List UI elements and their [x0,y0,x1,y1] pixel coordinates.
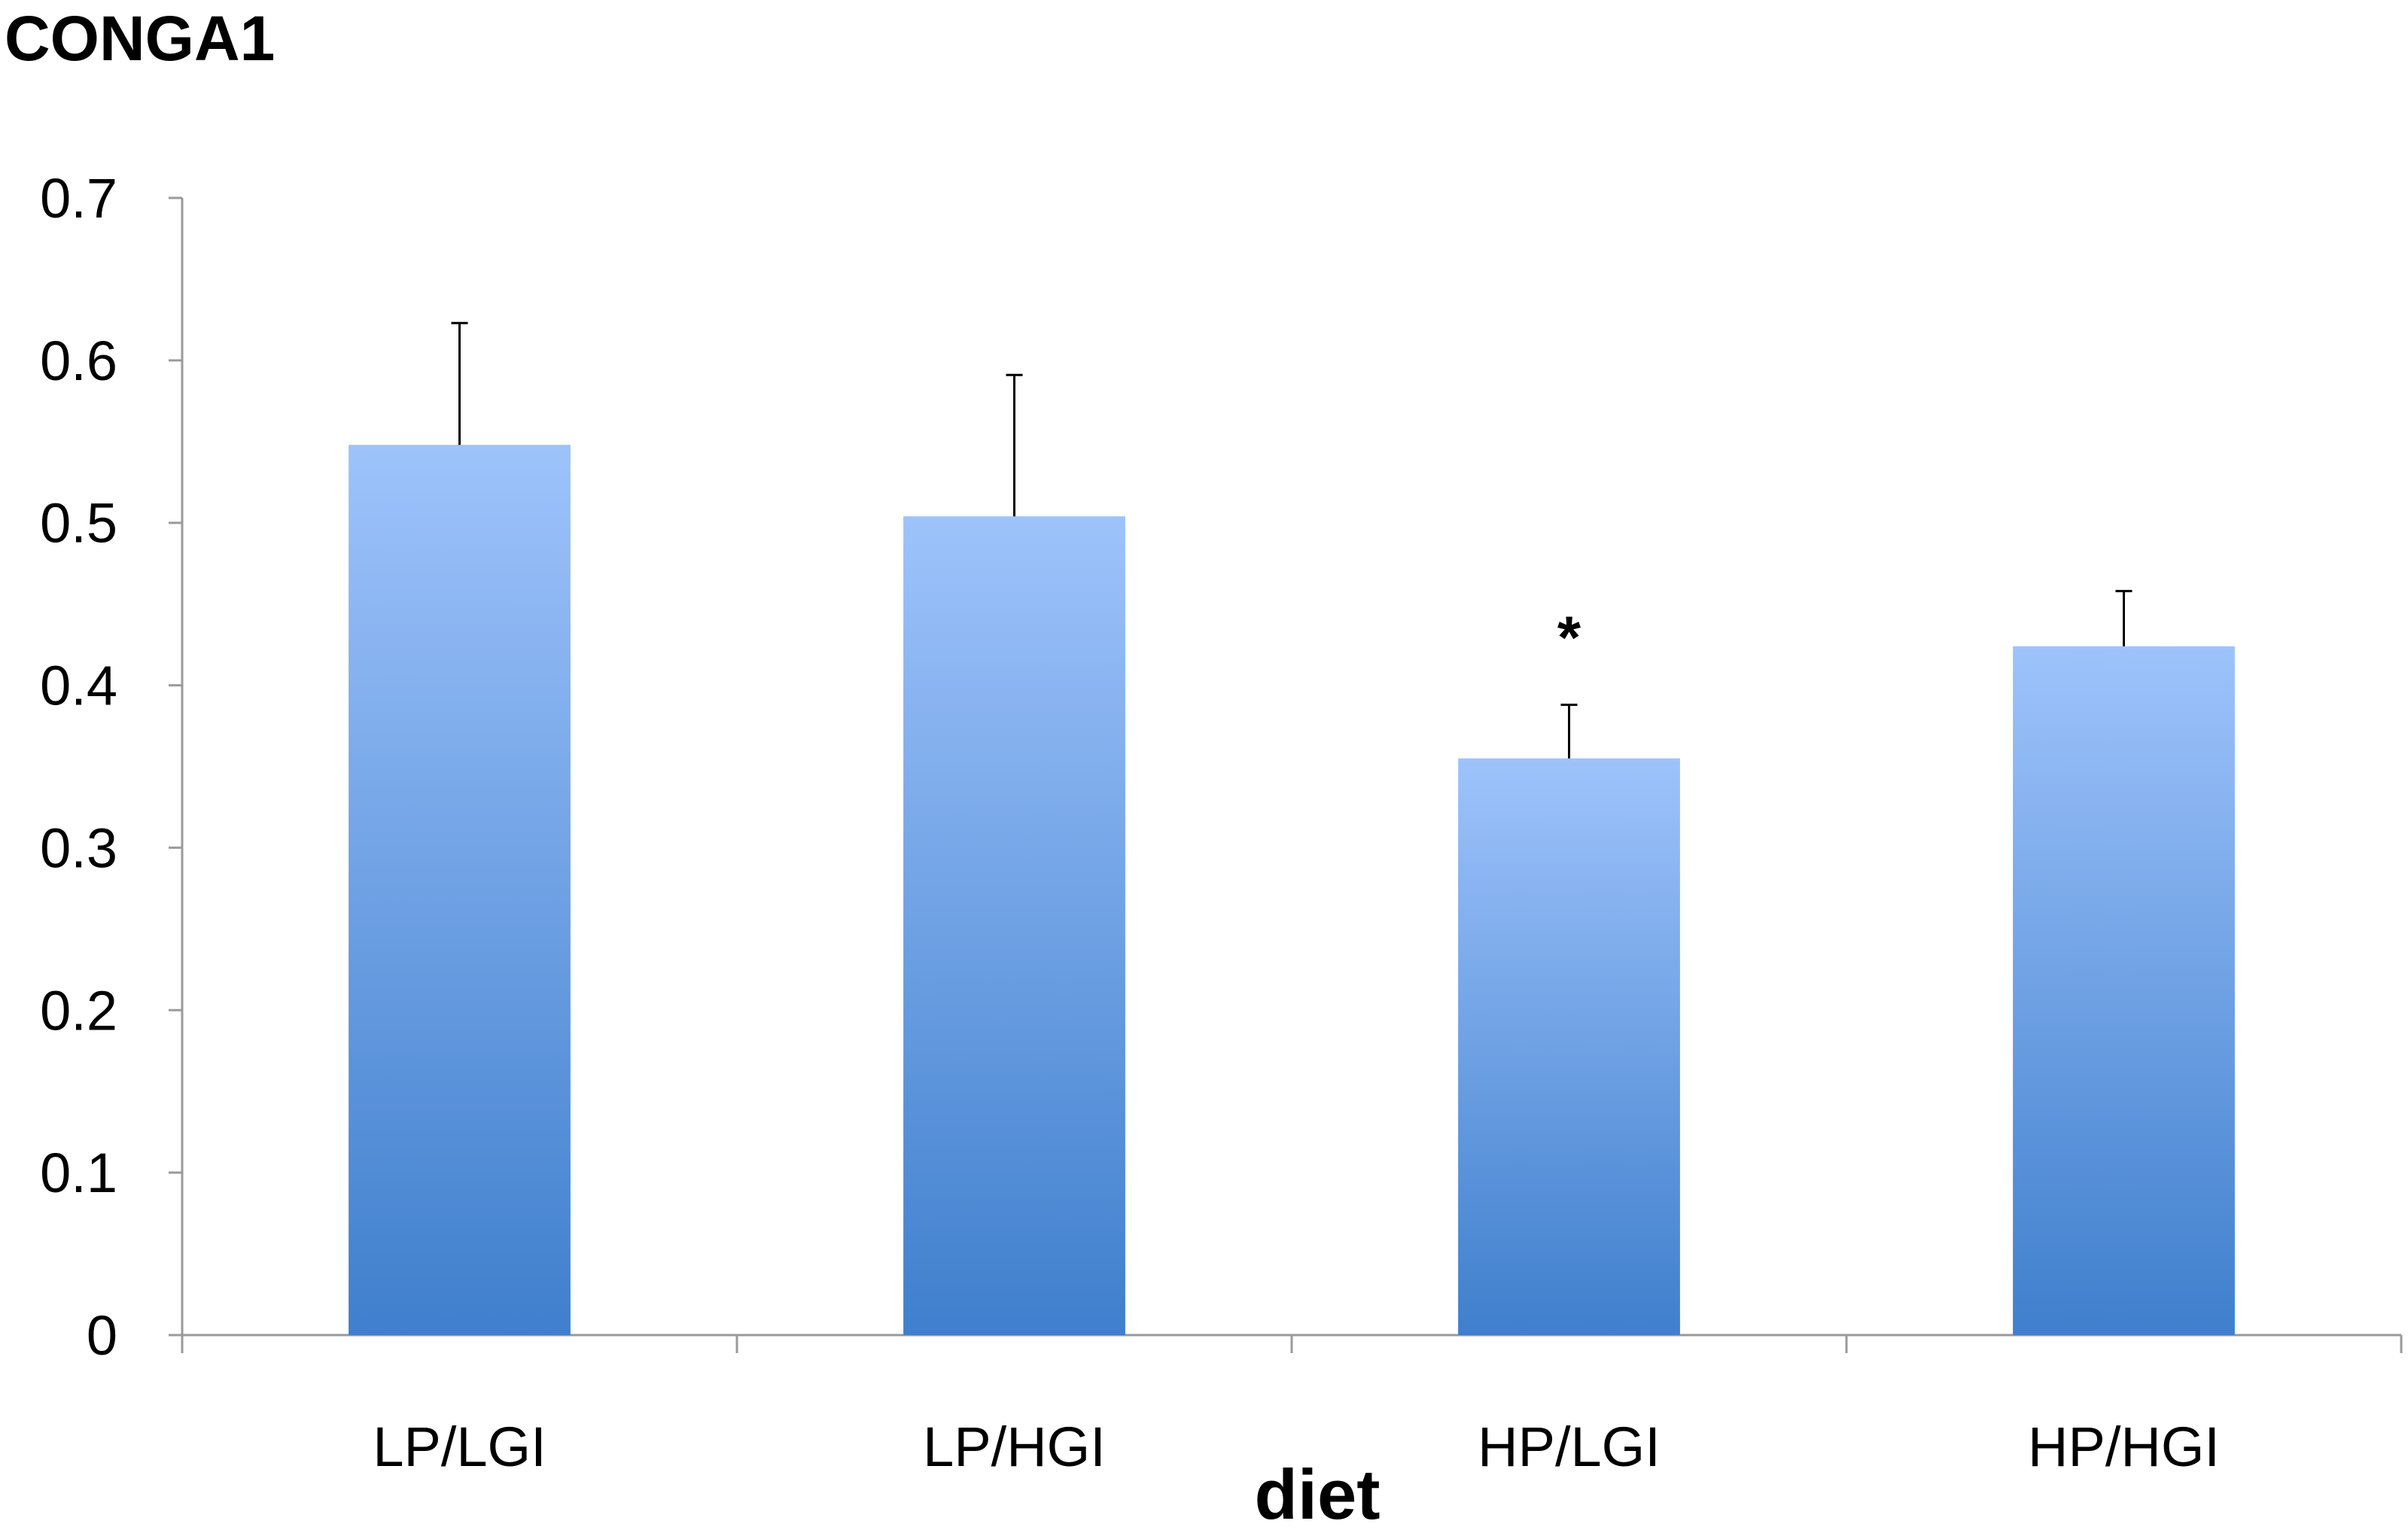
y-tick-label: 0.7 [40,167,117,230]
bar-hp-hgi [2013,646,2235,1335]
y-tick-label: 0.3 [40,817,117,879]
bar-lp-lgi [349,445,571,1336]
y-tick-label: 0.5 [40,492,117,555]
significance-asterisk: * [1557,604,1581,671]
chart-title: CONGA1 [5,3,275,74]
x-axis-label: diet [1254,1455,1380,1529]
labels: 0 0.1 0.2 0.3 0.4 0.5 0.6 0.7 LP/LGI LP/HGI HP/LGI… [40,167,2220,1478]
x-tick-label: LP/HGI [923,1416,1106,1478]
y-tick-label: 0 [87,1304,117,1367]
y-tick-label: 0.2 [40,979,117,1042]
y-tick-label: 0.6 [40,330,117,392]
x-tick-label: HP/HGI [2028,1416,2220,1478]
bar-hp-lgi [1458,758,1680,1335]
x-tick-label: HP/LGI [1478,1416,1661,1478]
y-tick-label: 0.4 [40,655,117,717]
bars [349,321,2235,1336]
x-tick-label: LP/LGI [373,1416,546,1478]
bar-lp-hgi [903,516,1125,1335]
y-tick-label: 0.1 [40,1142,117,1204]
